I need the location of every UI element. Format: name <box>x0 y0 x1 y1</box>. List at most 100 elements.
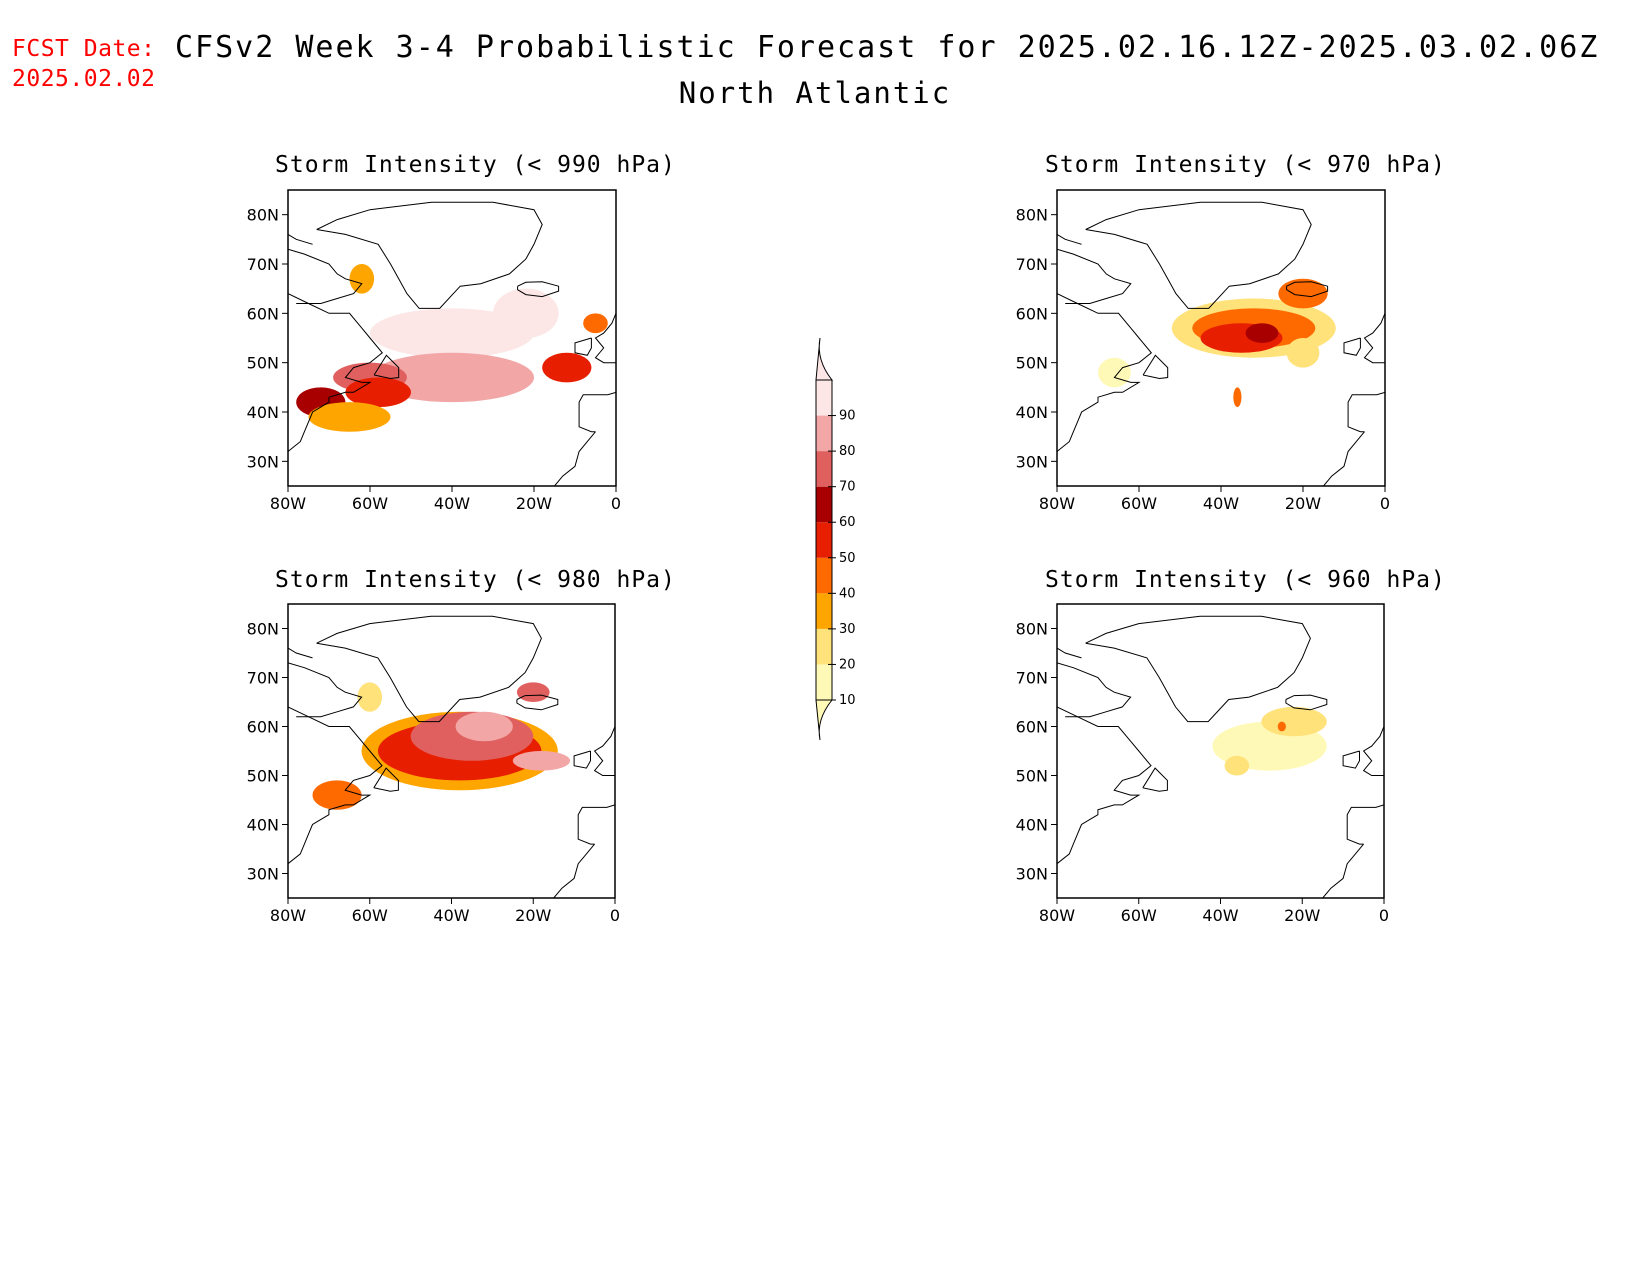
lon-tick-label-p990-3: 20W <box>516 494 552 513</box>
coastline-p980-3 <box>288 647 313 659</box>
lat-tick-label-p990-3: 50N <box>247 354 279 373</box>
coastline-p960-7 <box>1346 804 1384 845</box>
probability-area-p980-5 <box>312 780 362 810</box>
probability-area-p990-9 <box>583 313 608 334</box>
probability-area-p980-3 <box>455 711 513 742</box>
probability-area-p980-7 <box>357 682 383 712</box>
colorbar-outline <box>815 379 833 701</box>
colorbar-swatch-80 <box>816 415 832 452</box>
map-panel-p990: 80N 70N 60N 50N 40N 30N 80W 60W 40W 20W 0 <box>247 189 621 513</box>
lat-tick-label-p970-2: 60N <box>1016 304 1048 323</box>
coastline-p990-1 <box>288 293 384 453</box>
coastline-p970-7 <box>1347 391 1385 433</box>
probability-area-p990-2 <box>370 352 534 403</box>
colorbar-label-10: 10 <box>839 693 856 708</box>
probability-area-p990-6 <box>542 352 592 383</box>
lon-tick-label-p970-2: 40W <box>1203 494 1239 513</box>
coastline-p980-1 <box>288 706 383 865</box>
lat-tick-label-p960-0: 80N <box>1016 620 1048 639</box>
coastline-p980-5 <box>593 726 615 776</box>
lat-tick-label-p980-0: 80N <box>247 620 279 639</box>
lon-tick-label-p970-1: 60W <box>1121 494 1157 513</box>
colorbar: 10 20 30 40 50 60 70 80 90 <box>815 337 856 741</box>
probability-area-p990-5 <box>345 377 412 408</box>
coastline-p990-6 <box>574 337 592 356</box>
lon-tick-label-p980-4: 0 <box>610 906 620 925</box>
coastline-p980-9 <box>373 767 399 792</box>
coastline-p990-5 <box>594 313 616 364</box>
colorbar-swatch-30 <box>816 593 832 629</box>
probability-area-p970-4 <box>1245 323 1279 343</box>
probability-area-p970-2 <box>1278 278 1328 309</box>
coastline-p990-0 <box>316 201 543 309</box>
lon-tick-label-p990-4: 0 <box>611 494 621 513</box>
lon-tick-label-p990-0: 80W <box>270 494 306 513</box>
coastline-p990-3 <box>288 233 313 245</box>
colorbar-cap-top <box>815 337 834 381</box>
lat-tick-label-p970-1: 70N <box>1016 255 1048 274</box>
lat-tick-label-p970-5: 30N <box>1016 452 1048 471</box>
probability-area-p970-7 <box>1233 387 1242 408</box>
probability-area-p990-1 <box>493 288 559 339</box>
panel-title-960: Storm Intensity (< 960 hPa) <box>1045 567 1446 593</box>
colorbar-swatch-70 <box>816 451 832 487</box>
probability-area-p970-6 <box>1286 338 1320 368</box>
probability-area-p960-1 <box>1261 706 1327 737</box>
probability-area-p990-7 <box>308 402 391 432</box>
coastline-p970-9 <box>1142 354 1169 380</box>
coastline-p980-0 <box>316 615 542 723</box>
coastline-p970-3 <box>1057 233 1082 245</box>
coastline-p960-8 <box>1322 843 1364 898</box>
coastline-p970-1 <box>1057 293 1153 453</box>
lat-tick-label-p980-2: 60N <box>247 718 279 737</box>
lon-tick-label-p990-2: 40W <box>434 494 470 513</box>
coastline-p960-6 <box>1342 750 1360 769</box>
lat-tick-label-p990-4: 40N <box>247 403 279 422</box>
coastline-p960-2 <box>1057 662 1132 718</box>
lon-tick-label-p960-2: 40W <box>1202 906 1238 925</box>
colorbar-swatch-50 <box>816 522 832 558</box>
colorbar-swatch-10 <box>816 664 832 700</box>
map-panel-p980: 80N 70N 60N 50N 40N 30N 80W 60W 40W 20W 0 <box>247 603 620 925</box>
lon-tick-label-p960-0: 80W <box>1039 906 1075 925</box>
lat-tick-label-p980-3: 50N <box>247 767 279 786</box>
lat-tick-label-p980-5: 30N <box>247 865 279 884</box>
coastline-p990-4 <box>517 281 560 298</box>
lon-tick-label-p970-3: 20W <box>1285 494 1321 513</box>
probability-area-p990-0 <box>370 308 534 358</box>
coastline-p960-0 <box>1085 615 1311 723</box>
colorbar-label-60: 60 <box>839 515 856 530</box>
coastline-p980-8 <box>553 843 595 898</box>
lat-tick-label-p960-1: 70N <box>1016 669 1048 688</box>
colorbar-label-50: 50 <box>839 551 856 566</box>
colorbar-cap-bottom <box>815 699 834 741</box>
coastline-p990-7 <box>578 391 616 433</box>
colorbar-swatch-40 <box>816 557 832 594</box>
probability-area-p990-8 <box>349 264 375 294</box>
coastline-p960-3 <box>1057 647 1082 659</box>
panel-title-990: Storm Intensity (< 990 hPa) <box>275 152 676 178</box>
coastline-p980-2 <box>288 662 363 718</box>
fcst-date-value: 2025.02.02 <box>12 66 156 92</box>
region-subtitle: North Atlantic <box>678 76 952 110</box>
lon-tick-label-p980-2: 40W <box>433 906 469 925</box>
lat-tick-label-p970-3: 50N <box>1016 354 1048 373</box>
coastline-p960-5 <box>1362 726 1384 776</box>
probability-area-p970-5 <box>1098 357 1131 388</box>
map-panel-p960: 80N 70N 60N 50N 40N 30N 80W 60W 40W 20W 0 <box>1016 603 1389 925</box>
coastline-p960-1 <box>1057 706 1152 865</box>
panel-title-970: Storm Intensity (< 970 hPa) <box>1045 152 1446 178</box>
lat-tick-label-p990-1: 70N <box>247 255 279 274</box>
lat-tick-label-p960-2: 60N <box>1016 718 1048 737</box>
lat-tick-label-p990-0: 80N <box>247 206 279 225</box>
lat-tick-label-p990-2: 60N <box>247 304 279 323</box>
lon-tick-label-p980-0: 80W <box>270 906 306 925</box>
lon-tick-label-p960-1: 60W <box>1121 906 1157 925</box>
lat-tick-label-p960-4: 40N <box>1016 816 1048 835</box>
coastline-p990-2 <box>288 248 363 304</box>
panel-title-980: Storm Intensity (< 980 hPa) <box>275 567 676 593</box>
probability-area-p960-2 <box>1277 721 1286 732</box>
colorbar-swatch-20 <box>816 628 832 665</box>
lon-tick-label-p980-1: 60W <box>352 906 388 925</box>
